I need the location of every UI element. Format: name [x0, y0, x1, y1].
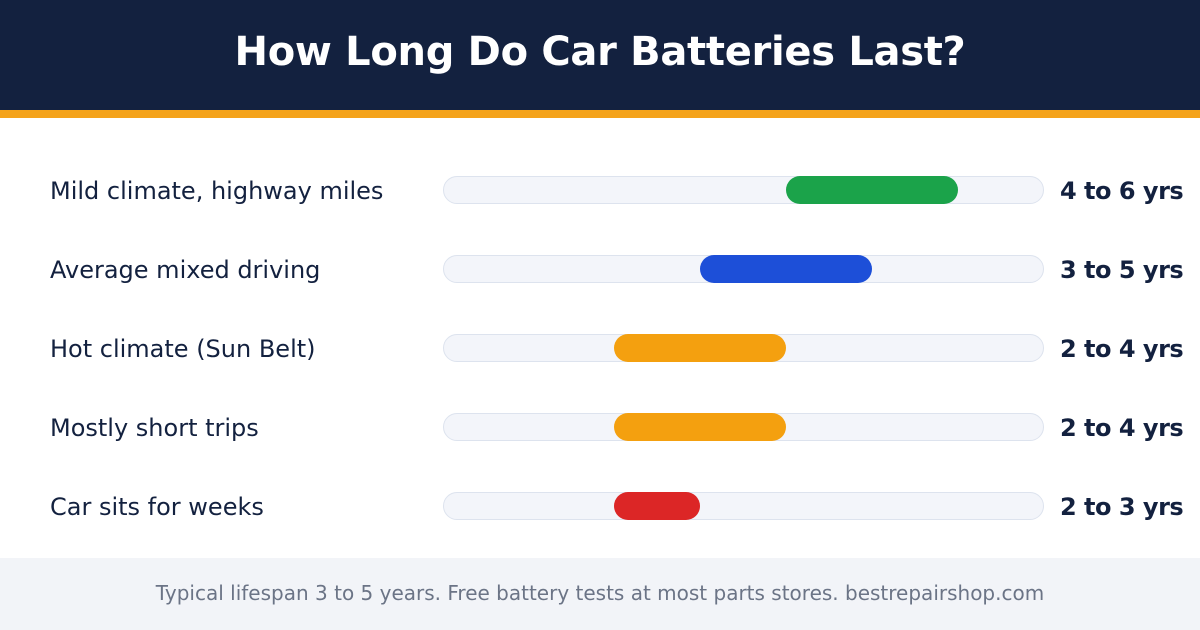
chart-row: Mostly short trips 2 to 4 yrs: [0, 408, 1200, 448]
range-bar: [785, 175, 958, 204]
chart-row: Car sits for weeks 2 to 3 yrs: [0, 487, 1200, 527]
bar-track: [443, 254, 1044, 283]
range-value-label: 2 to 4 yrs: [1060, 335, 1184, 363]
category-label: Mild climate, highway miles: [50, 177, 384, 205]
accent-stripe: [0, 110, 1200, 118]
range-value-label: 3 to 5 yrs: [1060, 256, 1184, 284]
chart-row: Hot climate (Sun Belt) 2 to 4 yrs: [0, 329, 1200, 369]
range-bar: [614, 333, 786, 362]
category-label: Mostly short trips: [50, 414, 259, 442]
header-banner: How Long Do Car Batteries Last?: [0, 0, 1200, 110]
category-label: Average mixed driving: [50, 256, 321, 284]
category-label: Hot climate (Sun Belt): [50, 335, 316, 363]
chart-row: Average mixed driving 3 to 5 yrs: [0, 250, 1200, 290]
footer: Typical lifespan 3 to 5 years. Free batt…: [0, 558, 1200, 630]
bar-track: [443, 491, 1044, 520]
bar-track: [443, 412, 1044, 441]
range-bar-chart: Mild climate, highway miles 4 to 6 yrs Ave…: [0, 118, 1200, 558]
category-label: Car sits for weeks: [50, 493, 264, 521]
page-title: How Long Do Car Batteries Last?: [234, 29, 966, 75]
range-value-label: 4 to 6 yrs: [1060, 177, 1184, 205]
range-bar: [700, 254, 872, 283]
range-bar: [614, 412, 786, 441]
range-value-label: 2 to 4 yrs: [1060, 414, 1184, 442]
range-bar: [614, 491, 701, 520]
bar-track: [443, 175, 1044, 204]
range-value-label: 2 to 3 yrs: [1060, 493, 1184, 521]
chart-row: Mild climate, highway miles 4 to 6 yrs: [0, 171, 1200, 211]
footer-note: Typical lifespan 3 to 5 years. Free batt…: [155, 581, 1045, 605]
bar-track: [443, 333, 1044, 362]
